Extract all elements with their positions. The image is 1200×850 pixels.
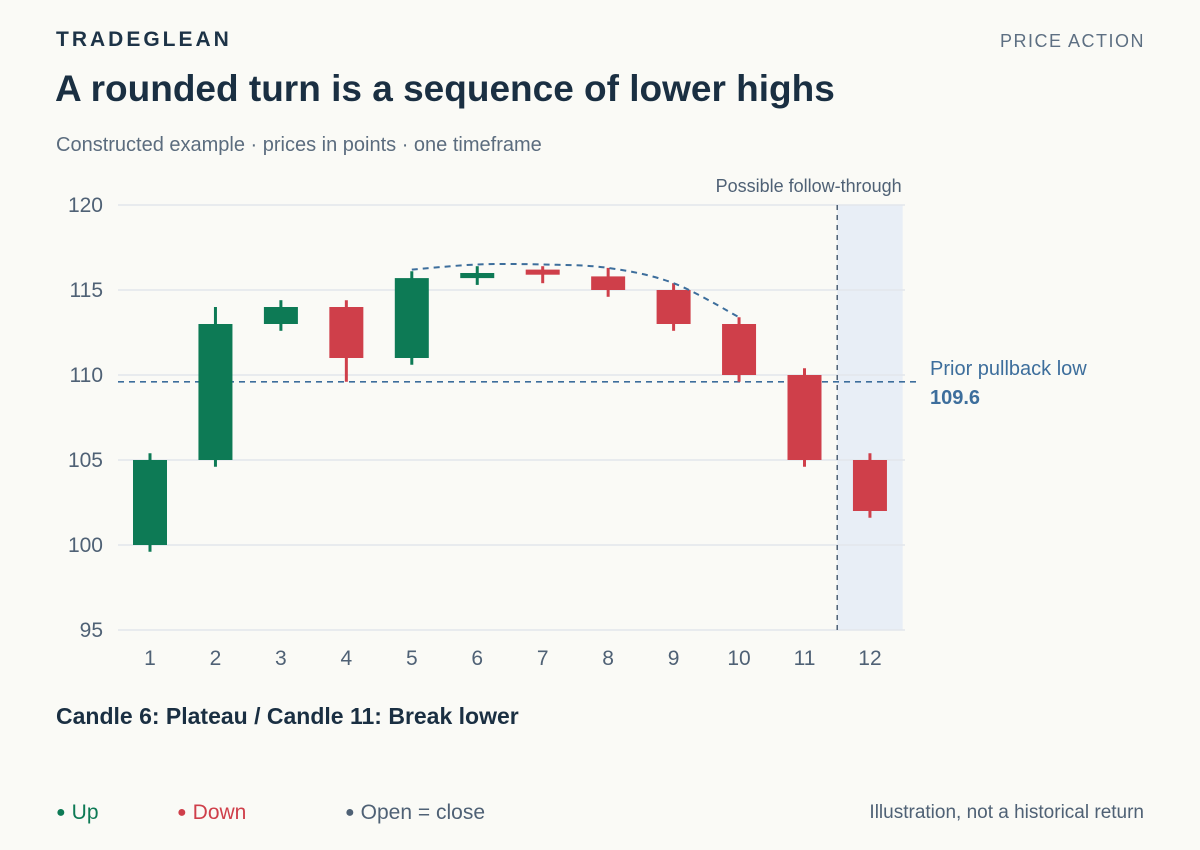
candle-body — [394, 278, 429, 358]
candle-body — [591, 276, 626, 290]
y-tick-label: 95 — [80, 619, 103, 642]
x-tick-label: 1 — [144, 647, 156, 670]
legend-item-up: ● Up — [56, 801, 99, 825]
candle-body — [525, 269, 560, 275]
x-tick-label: 10 — [727, 647, 750, 670]
section-label: PRICE ACTION — [999, 31, 1145, 51]
legend-label-flat: Open = close — [360, 801, 486, 824]
follow-through-label: Possible follow-through — [716, 176, 902, 196]
x-tick-label: 4 — [341, 647, 353, 670]
x-tick-label: 6 — [471, 647, 483, 670]
candle-body — [852, 460, 887, 511]
candle-body — [329, 307, 364, 358]
legend-item-down: ● Down — [177, 801, 246, 825]
y-tick-label: 100 — [68, 534, 103, 557]
footnote: Illustration, not a historical return — [869, 802, 1144, 823]
x-tick-label: 12 — [858, 647, 881, 670]
candle-body — [460, 273, 495, 279]
brand-name: TRADEGLEAN — [56, 28, 232, 51]
rounded-top-curve — [411, 262, 740, 319]
x-tick-label: 2 — [210, 647, 222, 670]
legend-label-down: Down — [192, 801, 247, 824]
candle-body — [133, 460, 167, 545]
legend-label-up: Up — [71, 801, 99, 824]
candle-body — [656, 290, 691, 324]
candle-body — [263, 307, 298, 324]
y-tick-label: 120 — [68, 194, 103, 217]
y-tick-label: 105 — [68, 449, 103, 472]
chart-subtitle: Constructed example · prices in points ·… — [56, 134, 542, 156]
x-tick-label: 8 — [602, 647, 614, 670]
legend-dot-down-icon: ● — [177, 804, 187, 821]
candle-body — [198, 324, 233, 460]
x-tick-label: 9 — [668, 647, 680, 670]
legend-item-flat: ● Open = close — [345, 801, 485, 825]
x-tick-label: 5 — [406, 647, 418, 670]
follow-through-region — [837, 205, 903, 630]
y-tick-label: 110 — [70, 364, 103, 387]
legend-dot-flat-icon: ● — [345, 804, 355, 821]
candle-body — [787, 375, 822, 460]
candle-body — [722, 324, 757, 375]
reference-line-label: Prior pullback low — [930, 358, 1087, 380]
y-tick-label: 115 — [70, 279, 103, 302]
legend-dot-up-icon: ● — [56, 804, 66, 821]
chart-title: A rounded turn is a sequence of lower hi… — [55, 68, 835, 109]
x-tick-label: 7 — [537, 647, 549, 670]
chart-callout: Candle 6: Plateau / Candle 11: Break low… — [56, 703, 519, 729]
x-tick-label: 3 — [275, 647, 287, 670]
x-tick-label: 11 — [794, 647, 816, 670]
reference-line-value: 109.6 — [930, 387, 980, 409]
